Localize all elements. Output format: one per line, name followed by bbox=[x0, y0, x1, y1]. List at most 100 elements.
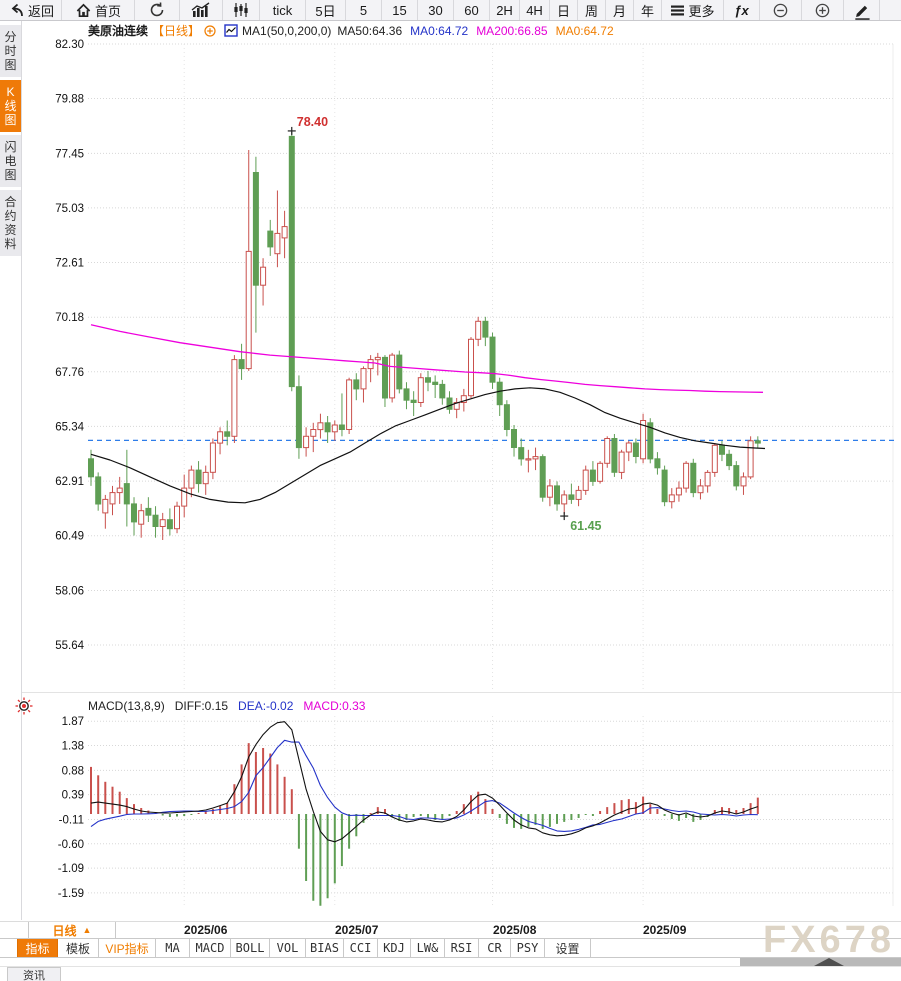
month-label: 2025/09 bbox=[643, 923, 687, 937]
toolbar-button-back[interactable]: 返回 bbox=[0, 0, 62, 20]
indicator-tabbar: 指标 模板 VIP指标 MA MACD BOLL VOL BIAS CCI KDJ LW& RSI CR… bbox=[0, 938, 901, 958]
toolbar-button-fx[interactable]: ƒx bbox=[724, 0, 760, 20]
indicator-tab-cci[interactable]: CCI bbox=[344, 939, 378, 957]
price-axis-label: 70.18 bbox=[55, 312, 84, 324]
toolbar-label-60: 60 bbox=[464, 2, 479, 18]
toolbar-button-more[interactable]: 更多 bbox=[662, 0, 724, 20]
refresh-icon bbox=[148, 1, 166, 19]
sidebar-tab-kline[interactable]: K 线 图 bbox=[0, 80, 21, 132]
home-icon bbox=[75, 2, 92, 19]
watermark: FX678 bbox=[763, 919, 895, 961]
macd-axis-label: 0.88 bbox=[62, 765, 84, 777]
indicator-tab-vol[interactable]: VOL bbox=[270, 939, 306, 957]
dea-line bbox=[90, 739, 758, 832]
macd-axis-label: 1.87 bbox=[62, 716, 84, 728]
toolbar-button-year[interactable]: 年 bbox=[634, 0, 662, 20]
toolbar-button-2h[interactable]: 2H bbox=[490, 0, 520, 20]
toolbar-button-5d[interactable]: 5日 bbox=[306, 0, 346, 20]
ma50-value: MA50:64.36 bbox=[337, 23, 403, 38]
chart-header: 美原油连续 【日线】 MA1(50,0,200,0) MA50:64.36 MA… bbox=[88, 22, 614, 39]
pencil-icon bbox=[852, 1, 871, 20]
toolbar-button-zoomin[interactable] bbox=[802, 0, 844, 20]
period-selector[interactable]: 日线 ▲ bbox=[28, 922, 116, 938]
add-circle-icon[interactable] bbox=[204, 24, 216, 37]
price-axis-label: 72.61 bbox=[55, 257, 84, 269]
macd-axis-label: -1.59 bbox=[58, 888, 84, 900]
toolbar-button-draw[interactable] bbox=[844, 0, 880, 20]
sidebar-tab-contract-info[interactable]: 合 约 资 料 bbox=[0, 190, 21, 256]
indicator-tab-template[interactable]: 模板 bbox=[58, 939, 99, 957]
toolbar-button-30[interactable]: 30 bbox=[418, 0, 454, 20]
price-axis-label: 79.88 bbox=[55, 94, 84, 106]
toolbar-button-refresh[interactable] bbox=[135, 0, 180, 20]
month-label: 2025/07 bbox=[335, 923, 379, 937]
toolbar-button-15[interactable]: 15 bbox=[382, 0, 418, 20]
diff-line bbox=[90, 721, 758, 843]
toolbar-button-day[interactable]: 日 bbox=[550, 0, 578, 20]
indicator-tab-boll[interactable]: BOLL bbox=[231, 939, 270, 957]
indicator-tab-settings[interactable]: 设置 bbox=[545, 939, 591, 957]
toolbar-label-tick: tick bbox=[272, 2, 293, 18]
zoom-out-icon bbox=[772, 2, 789, 19]
sidebar-tab-lightning[interactable]: 闪 电 图 bbox=[0, 135, 21, 187]
toolbar-button-zoomout[interactable] bbox=[760, 0, 802, 20]
collapse-triangle-icon[interactable] bbox=[814, 958, 844, 966]
indicator-tab-ma[interactable]: MA bbox=[156, 939, 190, 957]
left-sidebar: 分 时 图 K 线 图闪 电 图合 约 资 料 bbox=[0, 21, 22, 920]
indicator-tab-psy[interactable]: PSY bbox=[511, 939, 545, 957]
toolbar-button-week[interactable]: 周 bbox=[578, 0, 606, 20]
ma50-line bbox=[90, 387, 766, 504]
month-label: 2025/06 bbox=[184, 923, 228, 937]
macd-title: MACD(13,8,9) bbox=[88, 699, 165, 713]
top-toolbar: 返回 首页 tick 5日 5 15 30 60 2H 4H 日周月年 更多 ƒx bbox=[0, 0, 901, 21]
toolbar-label-home: 首页 bbox=[94, 3, 121, 19]
toolbar-label-year: 年 bbox=[640, 3, 654, 19]
toolbar-button-linechart[interactable] bbox=[180, 0, 223, 20]
price-axis-label: 65.34 bbox=[55, 421, 84, 433]
symbol-name: 美原油连续 bbox=[88, 24, 149, 38]
indicator-tab-kdj[interactable]: KDJ bbox=[378, 939, 411, 957]
indicator-tab-bias[interactable]: BIAS bbox=[306, 939, 344, 957]
price-axis-label: 75.03 bbox=[55, 203, 84, 215]
macd-axis-label: -0.60 bbox=[58, 839, 84, 851]
toolbar-button-tick[interactable]: tick bbox=[260, 0, 306, 20]
toolbar-label-day: 日 bbox=[556, 3, 570, 19]
line-chart-icon bbox=[191, 2, 211, 18]
mini-chart-icon[interactable] bbox=[224, 24, 238, 37]
hamburger-icon bbox=[670, 4, 685, 17]
price-axis-label: 58.06 bbox=[55, 585, 84, 597]
price-axis-label: 60.49 bbox=[55, 531, 84, 543]
macd-histogram bbox=[90, 743, 759, 906]
indicator-tab-lwr[interactable]: LW& bbox=[411, 939, 445, 957]
period-tag[interactable]: 【日线】 bbox=[152, 24, 201, 38]
indicator-tab-vip-indicator[interactable]: VIP指标 bbox=[99, 939, 156, 957]
toolbar-button-candle[interactable] bbox=[223, 0, 260, 20]
candlestick-icon bbox=[232, 2, 250, 18]
toolbar-button-home[interactable]: 首页 bbox=[62, 0, 135, 20]
zoom-in-icon bbox=[814, 2, 831, 19]
ma200-line bbox=[90, 324, 764, 393]
toolbar-label-30: 30 bbox=[428, 2, 443, 18]
horizontal-scrollbar[interactable] bbox=[0, 958, 901, 967]
sidebar-tab-time-share[interactable]: 分 时 图 bbox=[0, 25, 21, 77]
toolbar-label-5d: 5日 bbox=[315, 3, 336, 19]
ma0-orange-value: MA0:64.72 bbox=[555, 23, 614, 38]
indicator-tab-indicator[interactable]: 指标 bbox=[17, 939, 58, 957]
sun-icon[interactable] bbox=[15, 697, 33, 720]
back-arrow-icon bbox=[7, 1, 25, 19]
news-tab[interactable]: 资讯 bbox=[7, 967, 61, 981]
toolbar-label-back: 返回 bbox=[27, 3, 54, 19]
toolbar-label-4h: 4H bbox=[526, 2, 543, 18]
toolbar-label-week: 周 bbox=[584, 3, 598, 19]
toolbar-button-5[interactable]: 5 bbox=[346, 0, 382, 20]
toolbar-button-60[interactable]: 60 bbox=[454, 0, 490, 20]
price-axis-label: 62.91 bbox=[55, 476, 84, 488]
ma-settings-label: MA1(50,0,200,0) bbox=[242, 23, 332, 38]
indicator-tab-cr[interactable]: CR bbox=[479, 939, 511, 957]
toolbar-button-month[interactable]: 月 bbox=[606, 0, 634, 20]
indicator-tab-macd[interactable]: MACD bbox=[190, 939, 231, 957]
macd-axis-label: -0.11 bbox=[59, 814, 84, 826]
toolbar-button-4h[interactable]: 4H bbox=[520, 0, 550, 20]
indicator-tab-rsi[interactable]: RSI bbox=[445, 939, 479, 957]
